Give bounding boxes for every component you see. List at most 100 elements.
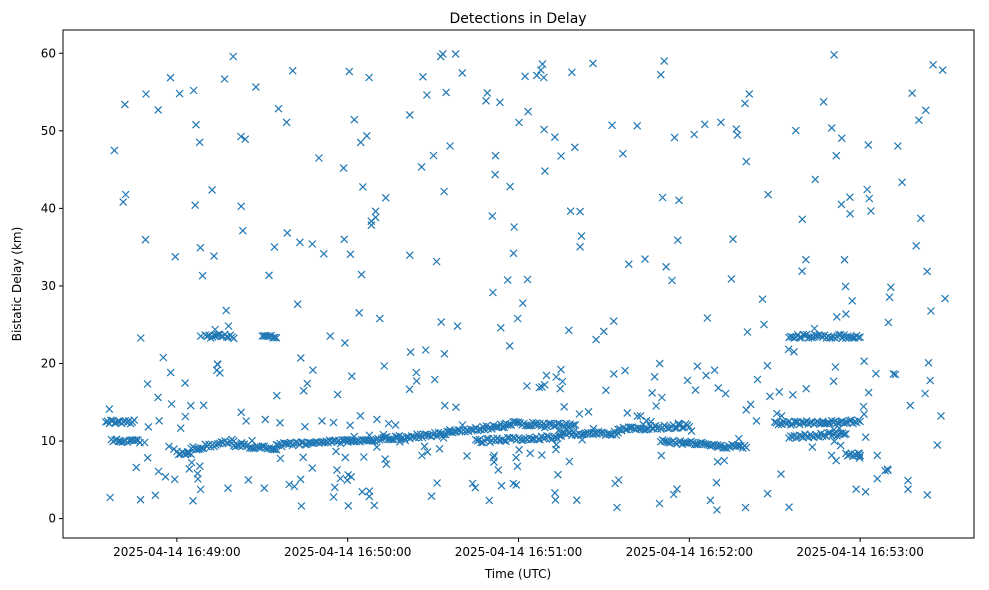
data-point — [691, 386, 700, 395]
data-point — [798, 267, 807, 276]
data-point — [592, 335, 601, 344]
data-point — [497, 481, 506, 490]
data-point — [648, 388, 657, 397]
data-point — [733, 131, 742, 140]
data-point — [846, 209, 855, 218]
data-point — [652, 402, 661, 410]
data-point — [743, 328, 752, 336]
data-point — [506, 182, 515, 191]
data-point — [904, 485, 912, 494]
data-point — [609, 317, 618, 326]
data-point — [798, 215, 807, 224]
data-point — [535, 383, 544, 392]
data-point — [181, 379, 190, 388]
x-tick-label: 2025-04-14 16:51:00 — [455, 545, 582, 559]
data-point — [675, 196, 683, 205]
data-point — [801, 255, 810, 264]
data-point — [440, 401, 449, 410]
data-point — [427, 492, 436, 501]
data-point — [237, 438, 246, 447]
data-point — [229, 334, 238, 343]
data-point — [746, 400, 755, 409]
data-point — [329, 493, 338, 501]
data-point — [346, 421, 355, 430]
data-point — [832, 456, 841, 465]
data-point — [242, 417, 251, 425]
data-point — [282, 118, 291, 127]
data-point — [841, 310, 850, 319]
data-point — [855, 454, 864, 462]
data-point — [154, 467, 163, 476]
data-point — [505, 341, 514, 350]
data-point — [212, 366, 221, 375]
data-point — [166, 73, 175, 82]
data-point — [367, 217, 376, 226]
data-point — [362, 131, 371, 140]
data-point — [491, 151, 500, 160]
data-point — [806, 333, 815, 341]
data-point — [788, 390, 797, 399]
data-point — [244, 475, 253, 484]
data-point — [119, 198, 128, 207]
data-point — [283, 228, 292, 237]
data-point — [760, 320, 768, 329]
data-point — [208, 185, 217, 194]
data-point — [551, 445, 560, 454]
data-point — [835, 424, 844, 433]
data-point — [714, 383, 723, 392]
data-point — [423, 447, 432, 456]
data-point — [904, 476, 912, 485]
data-point — [120, 100, 129, 109]
data-point — [433, 479, 442, 487]
data-point — [873, 474, 882, 483]
data-point — [154, 393, 162, 402]
y-tick-label: 20 — [41, 356, 56, 370]
data-point — [790, 347, 798, 356]
data-point — [763, 361, 772, 370]
data-point — [898, 178, 907, 187]
data-point — [706, 496, 715, 505]
data-point — [365, 492, 374, 501]
data-point — [161, 472, 170, 481]
data-point — [567, 68, 576, 77]
data-point — [518, 299, 527, 308]
data-point — [170, 475, 179, 484]
data-point — [860, 410, 869, 419]
data-point — [893, 142, 902, 150]
data-point — [181, 412, 190, 421]
x-axis: 2025-04-14 16:49:00 2025-04-14 16:50:00 20… — [113, 538, 924, 559]
data-point — [269, 445, 277, 454]
data-point — [713, 506, 721, 514]
data-point — [251, 83, 260, 92]
data-point — [614, 476, 623, 484]
data-point — [713, 457, 722, 466]
data-point — [372, 443, 381, 452]
data-point — [829, 377, 838, 386]
data-point — [343, 476, 352, 485]
data-point — [539, 73, 548, 82]
data-point — [540, 423, 549, 432]
data-point — [521, 72, 530, 81]
data-point — [889, 369, 898, 378]
data-point — [297, 438, 306, 447]
data-point — [938, 66, 947, 75]
data-point — [642, 416, 651, 425]
data-point — [523, 421, 532, 430]
data-point — [440, 349, 449, 358]
data-point — [621, 366, 630, 375]
data-point — [495, 98, 504, 107]
data-point — [195, 138, 204, 147]
data-point — [314, 154, 323, 162]
data-point — [382, 460, 391, 469]
data-point — [742, 405, 751, 414]
data-point — [155, 416, 164, 425]
data-point — [799, 330, 808, 339]
data-point — [777, 470, 785, 479]
data-point — [274, 104, 283, 113]
data-point — [166, 368, 175, 377]
data-point — [491, 170, 500, 179]
data-point — [775, 387, 784, 396]
data-point — [845, 193, 854, 202]
data-point — [741, 99, 749, 108]
data-point — [558, 377, 567, 386]
